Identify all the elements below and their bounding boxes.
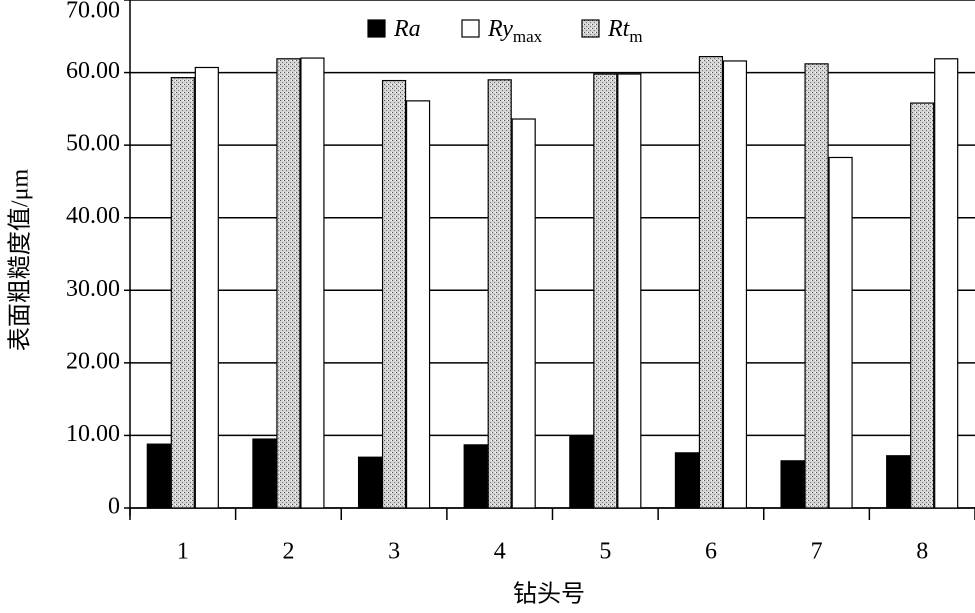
bar [780, 460, 805, 509]
legend-label: Ra [393, 16, 421, 42]
x-tick-label: 4 [494, 539, 506, 565]
bar [463, 444, 488, 509]
y-tick-label: 70.00 [66, 0, 120, 24]
bar [381, 79, 407, 509]
legend-swatch [367, 19, 386, 38]
y-tick-label: 60.00 [66, 58, 120, 84]
x-tick-label: 1 [177, 539, 189, 565]
x-tick-label: 5 [599, 539, 611, 565]
y-tick-label: 40.00 [66, 203, 120, 229]
legend-label: Rymax [487, 16, 543, 46]
bar [617, 73, 642, 509]
bar [194, 66, 219, 509]
bar [674, 452, 700, 509]
bar [804, 63, 829, 509]
y-tick-label: 20.00 [66, 348, 120, 374]
legend-label: Rtm [607, 16, 643, 46]
bar [405, 100, 431, 509]
legend-swatch [581, 19, 600, 38]
x-tick-label: 2 [282, 539, 294, 565]
bar [722, 60, 748, 509]
bar [300, 57, 325, 509]
bar [593, 73, 618, 509]
x-tick-label: 7 [811, 539, 823, 565]
y-tick-label: 10.00 [66, 421, 120, 447]
bar [276, 58, 301, 509]
bar [910, 102, 935, 509]
y-tick-label: 50.00 [66, 131, 120, 157]
y-axis-label: 表面粗糙度值/μm [7, 169, 34, 352]
bar [146, 443, 171, 509]
bar [934, 58, 959, 509]
bar [886, 455, 911, 509]
bar [252, 438, 277, 509]
x-tick-label: 3 [388, 539, 400, 565]
bar [511, 118, 536, 509]
y-tick-label: 0 [108, 494, 120, 520]
x-tick-label: 8 [916, 539, 928, 565]
legend-swatch [461, 19, 480, 38]
bar [170, 77, 195, 509]
bar [487, 79, 512, 509]
bar [357, 456, 383, 509]
bar [828, 156, 853, 509]
bar [569, 435, 594, 509]
x-tick-label: 6 [705, 539, 717, 565]
y-tick-label: 30.00 [66, 276, 120, 302]
bar [698, 56, 724, 509]
x-axis-label: 钻头号 [513, 581, 585, 608]
